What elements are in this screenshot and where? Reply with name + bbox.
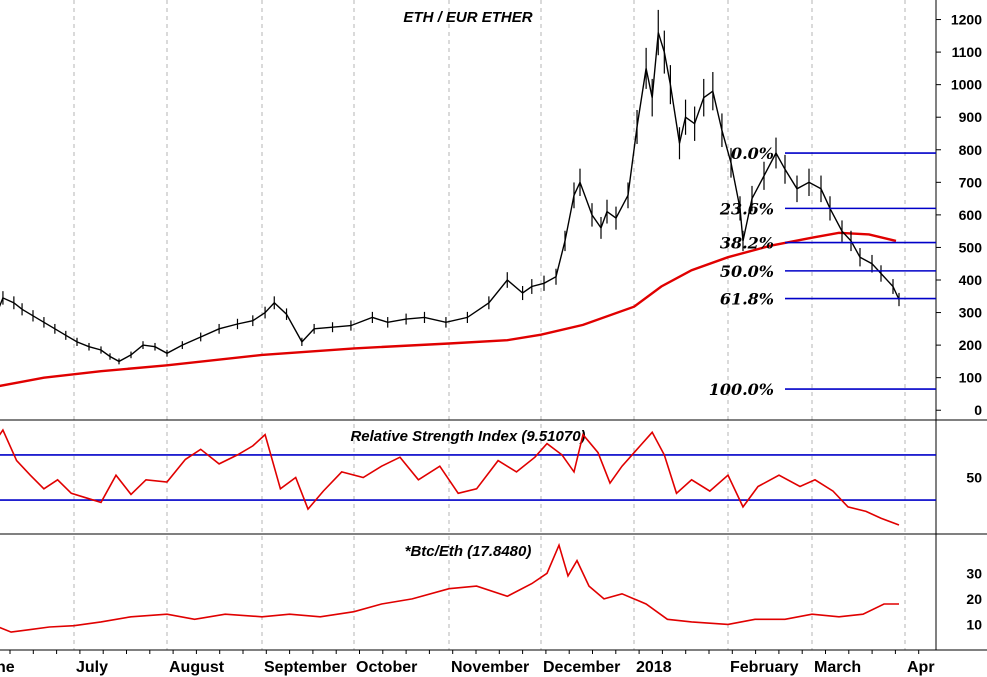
- price-y-tick-label: 100: [959, 370, 983, 386]
- month-label-apr: Apr: [907, 659, 935, 676]
- price-y-tick-label: 600: [959, 207, 983, 223]
- panel-frames: [0, 0, 987, 654]
- price-y-tick-label: 0: [974, 402, 982, 418]
- fibonacci-level-label: 61.8%: [720, 290, 774, 309]
- month-label-october: October: [356, 659, 417, 676]
- fibonacci-level-label: 0.0%: [731, 144, 774, 163]
- price-y-tick-label: 1200: [951, 12, 982, 28]
- month-label-september: September: [264, 659, 347, 676]
- month-label-ne: ne: [0, 659, 15, 676]
- rsi-line: [0, 428, 900, 526]
- month-label-march: March: [814, 659, 861, 676]
- month-label-november: November: [451, 659, 529, 676]
- month-axis: ne July August September October November Dece…: [0, 659, 935, 676]
- fibonacci-level-label: 23.6%: [719, 199, 774, 218]
- price-y-tick-label: 900: [959, 109, 983, 125]
- fibonacci-level-label: 100.0%: [709, 380, 774, 399]
- price-y-tick-label: 800: [959, 142, 983, 158]
- price-y-tick-label: 1100: [952, 44, 983, 60]
- month-label-july: July: [76, 659, 108, 676]
- price-y-tick-label: 700: [959, 174, 983, 190]
- price-y-tick-label: 400: [959, 272, 983, 288]
- rsi-panel: Relative Strength Index (9.51070) 50: [0, 428, 982, 526]
- rsi-y-tick-label: 50: [966, 470, 982, 486]
- btc-eth-y-tick-label: 20: [966, 591, 982, 607]
- btc-eth-y-tick-label: 30: [966, 565, 982, 581]
- btc-eth-chart-title: *Btc/Eth (17.8480): [405, 543, 532, 560]
- price-y-tick-label: 1000: [951, 77, 982, 93]
- month-label-december: December: [543, 659, 620, 676]
- month-label-august: August: [169, 659, 225, 676]
- btc-eth-line: [0, 542, 899, 633]
- btc-eth-y-tick-label: 10: [966, 616, 982, 632]
- rsi-chart-title: Relative Strength Index (9.51070): [350, 428, 585, 445]
- btc-eth-panel: *Btc/Eth (17.8480) 10 20 30: [0, 542, 982, 633]
- fibonacci-level-label: 38.2%: [720, 234, 774, 253]
- moving-average-line: [0, 231, 897, 388]
- month-label-2018: 2018: [636, 659, 672, 676]
- price-chart-title: ETH / EUR ETHER: [403, 9, 532, 26]
- price-y-tick-label: 500: [959, 239, 983, 255]
- month-label-february: February: [730, 659, 799, 676]
- price-y-tick-label: 300: [959, 305, 983, 321]
- price-panel: ETH / EUR ETHER 0 100 200 300 400 500 600 700 80…: [0, 9, 982, 418]
- fibonacci-level-label: 50.0%: [720, 262, 774, 281]
- price-y-tick-label: 200: [959, 337, 983, 353]
